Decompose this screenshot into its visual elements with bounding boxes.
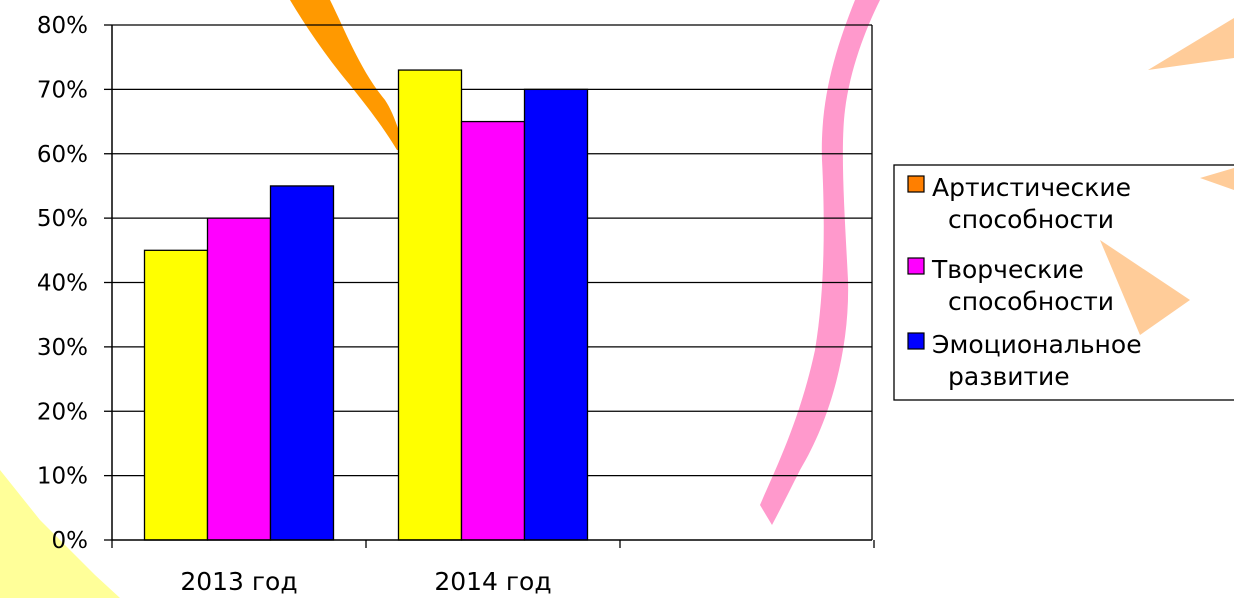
- legend-label: Творческие: [931, 255, 1084, 284]
- x-axis-category-labels: 2013 год 2014 год: [180, 567, 551, 596]
- y-tick-label: 40%: [37, 271, 88, 297]
- legend-label: способности: [948, 287, 1114, 316]
- legend-label: Артистические: [932, 173, 1131, 202]
- peach-decor-corner: [1200, 168, 1234, 190]
- y-axis-tick-labels: 0% 10% 20% 30% 40% 50% 60% 70% 80%: [37, 13, 88, 554]
- y-tick-label: 0%: [52, 528, 89, 554]
- yellow-decor-swoosh: [0, 470, 120, 598]
- bar: [143, 249, 209, 541]
- legend-swatch: [907, 332, 925, 350]
- pink-decor-swoosh: [760, 0, 880, 525]
- y-tick-label: 60%: [37, 142, 88, 168]
- bar: [397, 69, 463, 541]
- y-tick-label: 50%: [37, 206, 88, 232]
- x-category-label: 2014 год: [434, 567, 551, 596]
- y-tick-label: 10%: [37, 464, 88, 490]
- legend-swatch: [907, 175, 925, 193]
- y-tick-label: 70%: [37, 77, 88, 103]
- peach-decor-triangle: [1148, 18, 1234, 70]
- x-category-label: 2013 год: [180, 567, 297, 596]
- y-tick-label: 30%: [37, 335, 88, 361]
- legend-label: Эмоциональное: [932, 330, 1142, 359]
- bar: [269, 185, 335, 541]
- orange-decor-swoosh: [290, 0, 405, 150]
- legend-label: способности: [948, 205, 1114, 234]
- bar: [460, 120, 526, 541]
- legend: Артистические способности Творческие способ…: [893, 164, 1234, 401]
- bars: [143, 69, 589, 541]
- legend-swatch: [907, 257, 925, 275]
- legend-box: [893, 164, 1234, 401]
- y-tick-label: 80%: [37, 13, 88, 39]
- y-tick-label: 20%: [37, 399, 88, 425]
- axes: [104, 24, 875, 548]
- legend-label: развитие: [948, 362, 1070, 391]
- bar: [523, 88, 589, 541]
- peach-decor-shard: [1100, 240, 1190, 335]
- bar: [206, 217, 272, 541]
